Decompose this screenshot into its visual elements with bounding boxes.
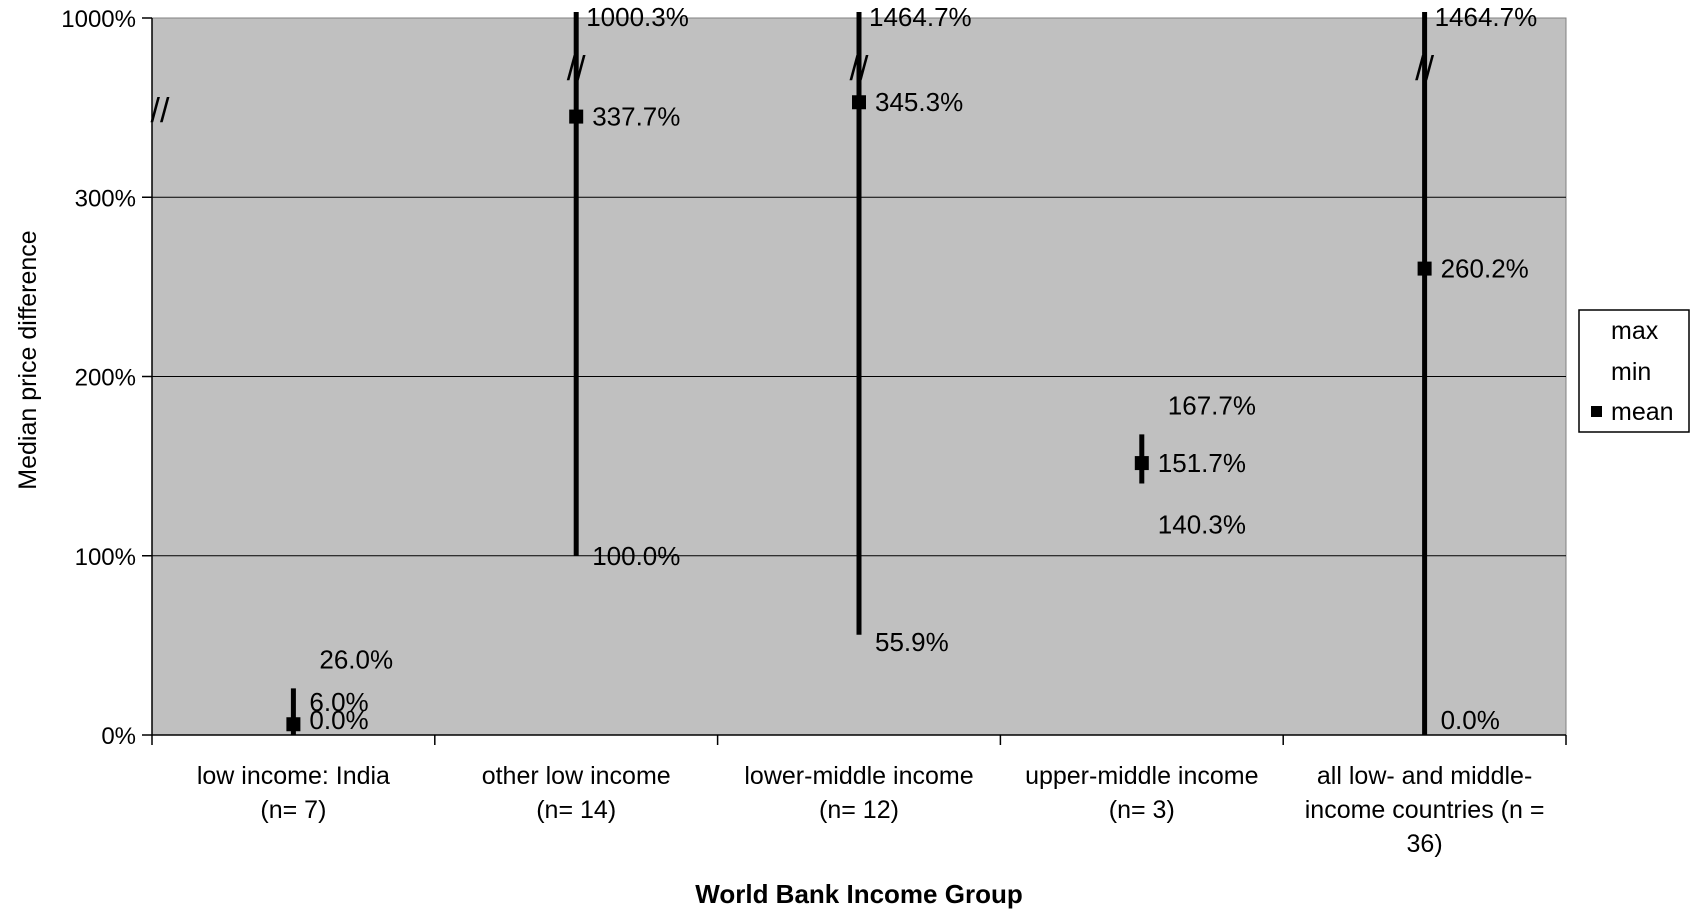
y-axis: 0% 100% 200% 300% 1000% // <box>61 6 170 750</box>
line-break-mark: // <box>567 50 586 88</box>
min-label: 100.0% <box>592 541 680 571</box>
mean-marker <box>1134 456 1149 471</box>
mean-label: 345.3% <box>875 87 963 117</box>
max-label: 167.7% <box>1168 390 1256 420</box>
category-label: low income: India <box>197 762 390 790</box>
category-label: upper-middle income <box>1025 762 1258 790</box>
mean-marker <box>852 95 866 110</box>
line-break-mark: // <box>1415 50 1434 88</box>
max-label: 26.0% <box>319 644 393 674</box>
category-label: (n= 14) <box>536 796 616 824</box>
category-label: (n= 12) <box>819 796 899 824</box>
mean-label: 6.0% <box>309 687 368 717</box>
min-label: 55.9% <box>875 627 949 657</box>
min-label: 0.0% <box>1441 705 1500 735</box>
legend-entry-max: max <box>1611 317 1659 345</box>
category-label: 36) <box>1407 830 1443 858</box>
category-label: other low income <box>482 762 671 790</box>
legend-entry-min: min <box>1611 358 1651 386</box>
mean-marker <box>569 109 584 124</box>
y-axis-title: Median price difference <box>14 230 42 489</box>
line-break-mark: // <box>850 50 869 88</box>
category-label: lower-middle income <box>744 762 973 790</box>
max-label: 1464.7% <box>1435 2 1538 32</box>
min-label: 140.3% <box>1158 510 1246 540</box>
mean-label: 151.7% <box>1158 448 1246 478</box>
max-label: 1000.3% <box>586 2 689 32</box>
y-tick-label: 300% <box>75 185 136 212</box>
mean-label: 260.2% <box>1441 254 1529 284</box>
x-axis: low income: India (n= 7) other low income (… <box>151 734 1567 858</box>
mean-marker <box>1417 261 1432 276</box>
category-label: (n= 7) <box>260 796 326 824</box>
legend-entry-mean: mean <box>1611 398 1674 426</box>
y-tick-label: 1000% <box>61 6 136 33</box>
y-tick-label: 200% <box>75 365 136 392</box>
category-label: income countries (n = <box>1305 796 1545 824</box>
mean-marker <box>286 717 301 732</box>
category-label: all low- and middle- <box>1317 762 1532 790</box>
category-label: (n= 3) <box>1109 796 1175 824</box>
y-tick-label: 100% <box>75 544 136 571</box>
mean-label: 337.7% <box>592 102 680 132</box>
min-label: 0.0% <box>309 705 368 735</box>
y-tick-label: 0% <box>101 723 136 750</box>
y-axis-break-mark: // <box>151 92 170 130</box>
series-marks: // // // <box>286 12 1435 735</box>
x-axis-title: World Bank Income Group <box>695 879 1022 909</box>
legend: max min mean <box>1578 309 1690 433</box>
legend-mean-marker <box>1591 406 1602 417</box>
max-label: 1464.7% <box>869 2 972 32</box>
data-labels: 26.0%6.0%0.0%1000.3%337.7%100.0%1464.7%3… <box>309 2 1537 735</box>
